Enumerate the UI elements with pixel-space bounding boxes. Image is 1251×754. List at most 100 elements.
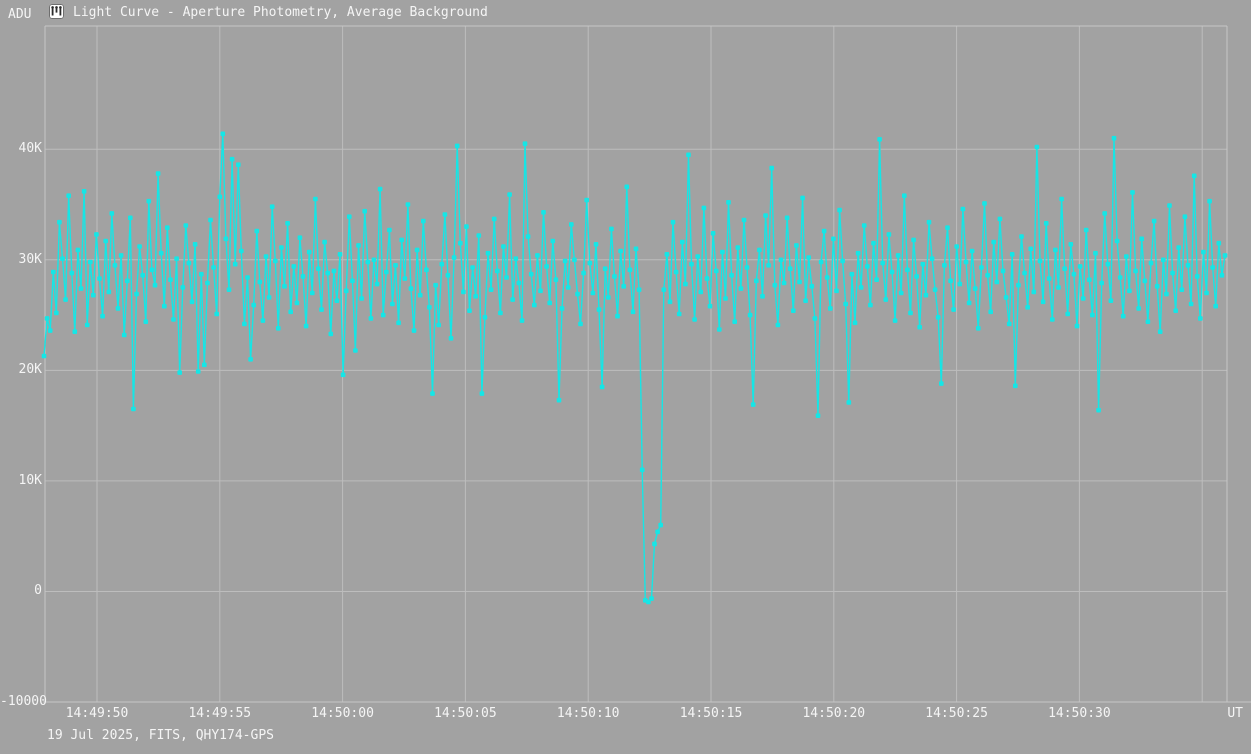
data-marker — [69, 270, 75, 276]
data-marker — [1074, 323, 1080, 329]
data-marker — [957, 281, 963, 287]
data-marker — [880, 260, 885, 266]
data-marker — [325, 270, 330, 276]
data-marker — [387, 227, 392, 233]
data-marker — [1093, 250, 1098, 256]
data-marker — [288, 309, 293, 315]
data-marker — [279, 245, 284, 250]
data-marker — [303, 323, 309, 329]
data-marker — [1083, 227, 1089, 233]
data-marker — [44, 316, 50, 321]
data-marker — [1071, 271, 1077, 277]
data-marker — [1031, 289, 1037, 295]
data-marker — [368, 316, 374, 321]
data-marker — [1087, 277, 1092, 282]
data-marker — [1173, 308, 1178, 313]
data-marker — [791, 308, 796, 313]
data-marker — [1154, 284, 1160, 289]
data-marker — [81, 189, 87, 194]
data-marker — [239, 248, 244, 254]
data-marker — [935, 315, 941, 320]
x-tick-label: 14:50:20 — [802, 706, 866, 721]
data-marker — [155, 171, 161, 176]
data-marker — [445, 273, 451, 278]
data-marker — [223, 236, 229, 242]
data-marker — [1185, 263, 1191, 268]
data-marker — [470, 265, 475, 270]
data-marker — [78, 286, 84, 291]
data-marker — [131, 406, 136, 412]
data-marker — [584, 197, 589, 203]
data-marker — [402, 276, 408, 281]
data-marker — [1102, 211, 1107, 216]
data-marker — [606, 295, 611, 300]
data-marker — [282, 284, 287, 289]
data-marker — [442, 212, 448, 217]
data-marker — [1133, 268, 1138, 274]
data-marker — [41, 353, 47, 359]
data-marker — [353, 348, 358, 353]
data-marker — [72, 329, 78, 334]
data-marker — [399, 237, 404, 243]
data-marker — [667, 299, 673, 305]
data-marker — [236, 162, 241, 167]
y-tick-label: -10000 — [0, 694, 47, 709]
data-marker — [661, 287, 667, 292]
data-marker — [1056, 285, 1061, 290]
data-marker — [467, 308, 472, 313]
data-marker — [1090, 312, 1095, 318]
data-marker — [871, 240, 876, 246]
data-marker — [923, 292, 929, 298]
data-marker — [797, 279, 802, 285]
data-marker — [680, 239, 685, 245]
data-marker — [818, 259, 824, 265]
data-marker — [168, 277, 173, 282]
data-marker — [396, 320, 401, 326]
data-marker — [895, 253, 901, 258]
data-marker — [491, 216, 497, 222]
data-marker — [1006, 321, 1012, 327]
data-marker — [572, 257, 577, 263]
data-marker — [769, 165, 774, 171]
data-marker — [510, 297, 515, 302]
data-marker — [898, 290, 904, 296]
data-marker — [929, 256, 935, 261]
data-marker — [112, 263, 118, 268]
data-marker — [458, 240, 463, 246]
data-marker — [609, 226, 614, 232]
data-marker — [892, 318, 898, 323]
data-marker — [501, 244, 506, 249]
data-marker — [1111, 135, 1117, 141]
data-marker — [91, 292, 96, 298]
data-marker — [852, 320, 858, 326]
data-marker — [251, 302, 256, 308]
data-marker — [905, 267, 910, 273]
data-marker — [1139, 236, 1144, 242]
data-marker — [1099, 280, 1104, 286]
y-tick-label: 40K — [18, 141, 42, 157]
data-marker — [858, 285, 864, 290]
data-marker — [393, 263, 398, 268]
data-marker — [1219, 273, 1225, 278]
data-marker — [177, 370, 182, 375]
data-marker — [541, 210, 546, 215]
data-marker — [821, 228, 827, 234]
data-marker — [754, 278, 759, 284]
data-marker — [1191, 173, 1197, 179]
data-marker — [208, 217, 213, 223]
data-marker — [1176, 245, 1181, 250]
data-marker — [1009, 252, 1015, 257]
data-marker — [787, 266, 793, 271]
data-marker — [538, 288, 543, 294]
data-marker — [1053, 247, 1058, 253]
data-marker — [738, 286, 744, 291]
data-marker — [757, 247, 762, 253]
data-marker — [532, 302, 537, 308]
data-marker — [1182, 214, 1188, 219]
x-tick-label: 14:50:10 — [556, 706, 620, 721]
data-marker — [100, 313, 105, 319]
data-marker — [569, 222, 574, 227]
data-marker — [772, 282, 778, 288]
data-marker — [482, 315, 488, 320]
x-tick-label: 14:49:55 — [188, 706, 252, 721]
